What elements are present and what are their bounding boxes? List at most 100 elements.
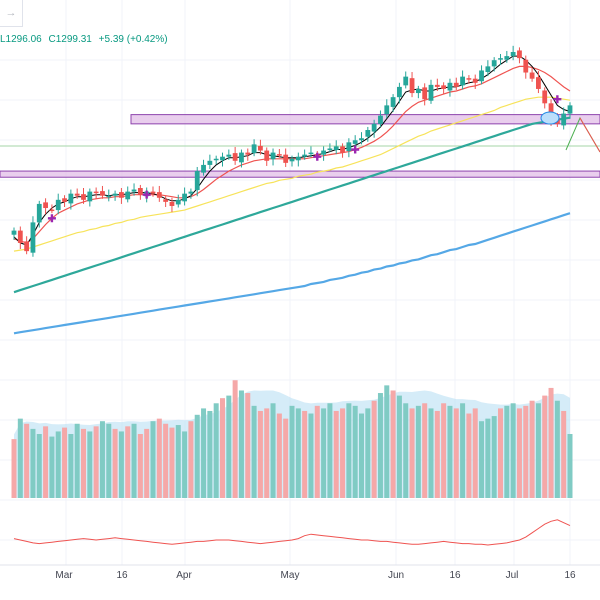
x-tick-label: Jun bbox=[388, 570, 404, 581]
candle-body bbox=[175, 199, 181, 205]
volume-bar bbox=[365, 408, 371, 498]
x-tick-label: Mar bbox=[55, 570, 73, 581]
candle-body bbox=[302, 154, 308, 157]
volume-bar bbox=[510, 403, 516, 498]
candle-body bbox=[74, 193, 80, 196]
candle-body bbox=[68, 193, 74, 204]
candle-body bbox=[460, 76, 465, 86]
volume-bar bbox=[409, 408, 415, 498]
candle-body bbox=[30, 222, 36, 253]
highlight-ellipse bbox=[540, 111, 560, 125]
volume-bar bbox=[327, 403, 333, 498]
volume-bar bbox=[245, 393, 251, 498]
ohlc-legend: L1296.06 C1299.31 +5.39 (+0.42%) bbox=[0, 34, 172, 45]
candle-body bbox=[479, 70, 484, 82]
candle-body bbox=[55, 199, 61, 211]
candle-body bbox=[81, 194, 86, 200]
candle-body bbox=[24, 241, 30, 252]
volume-bar bbox=[498, 408, 503, 498]
candle-body bbox=[188, 191, 194, 194]
candle-body bbox=[504, 56, 510, 60]
candle-body bbox=[321, 150, 326, 155]
candle-body bbox=[390, 97, 396, 107]
volume-bar bbox=[144, 428, 150, 498]
volume-bar bbox=[377, 393, 383, 498]
volume-bar bbox=[523, 405, 529, 498]
volume-bar bbox=[68, 434, 74, 498]
volume-bar bbox=[99, 421, 105, 498]
volume-bar bbox=[504, 405, 510, 498]
candle-body bbox=[517, 50, 522, 59]
volume-bar bbox=[485, 418, 491, 498]
candle-body bbox=[365, 130, 371, 137]
volume-bar bbox=[11, 439, 17, 498]
volume-bar bbox=[251, 405, 257, 498]
candle-body bbox=[453, 82, 459, 87]
volume-bar bbox=[308, 413, 314, 498]
candle-body bbox=[498, 58, 503, 60]
volume-bar bbox=[422, 403, 428, 498]
volume-bar bbox=[156, 418, 162, 498]
volume-bar bbox=[472, 408, 478, 498]
candle-body bbox=[340, 146, 345, 153]
arrow-right-icon: → bbox=[5, 7, 17, 19]
volume-bar bbox=[137, 434, 143, 498]
candle-body bbox=[510, 52, 516, 57]
volume-bar bbox=[238, 390, 244, 498]
x-tick-label: 16 bbox=[449, 570, 461, 581]
signal-marker bbox=[142, 190, 151, 199]
candle-body bbox=[258, 145, 263, 151]
candle-body bbox=[213, 158, 219, 161]
candle-body bbox=[87, 191, 93, 202]
candle-body bbox=[428, 84, 434, 101]
volume-bar bbox=[131, 423, 137, 498]
x-tick-label: Jul bbox=[506, 570, 519, 581]
candle-body bbox=[49, 209, 55, 212]
candle-body bbox=[415, 88, 421, 94]
candle-body bbox=[169, 201, 175, 206]
volume-bar bbox=[201, 408, 207, 498]
volume-bar bbox=[43, 426, 49, 498]
candle-body bbox=[182, 193, 187, 202]
volume-bar bbox=[554, 400, 560, 498]
projection-down bbox=[579, 117, 600, 153]
expand-button[interactable]: → bbox=[0, 0, 23, 27]
volume-bar bbox=[390, 390, 396, 498]
candle-body bbox=[327, 148, 333, 150]
volume-bar bbox=[36, 434, 42, 498]
volume-bar bbox=[529, 400, 535, 498]
volume-bar bbox=[257, 410, 263, 498]
legend-low: L1296.06 bbox=[0, 34, 42, 45]
volume-bar bbox=[62, 427, 68, 498]
candle-body bbox=[226, 154, 232, 157]
volume-bar bbox=[491, 416, 497, 498]
volume-bar bbox=[346, 403, 352, 498]
ma-mid-line bbox=[13, 65, 571, 244]
volume-bar bbox=[194, 414, 200, 498]
candle-body bbox=[150, 191, 156, 194]
candle-body bbox=[100, 191, 105, 196]
candle-body bbox=[472, 78, 478, 83]
volume-bar bbox=[125, 426, 131, 498]
candle-body bbox=[409, 78, 415, 94]
candle-body bbox=[536, 77, 541, 89]
volume-bar bbox=[403, 403, 409, 498]
ma-100-line bbox=[13, 116, 571, 294]
volume-bar bbox=[542, 395, 548, 498]
candle-body bbox=[295, 156, 301, 161]
volume-bar bbox=[453, 408, 459, 498]
volume-bar bbox=[441, 403, 447, 498]
volume-bar bbox=[49, 436, 55, 498]
volume-bar bbox=[321, 408, 327, 498]
candle-body bbox=[276, 154, 282, 156]
ma-200-line bbox=[13, 212, 571, 335]
candle-body bbox=[283, 154, 289, 163]
candle-body bbox=[36, 203, 42, 223]
x-tick-label: 16 bbox=[116, 570, 128, 581]
candle-body bbox=[93, 191, 99, 194]
support-zone bbox=[0, 170, 600, 178]
legend-change: +5.39 (+0.42%) bbox=[98, 34, 168, 45]
volume-bar bbox=[314, 405, 320, 498]
candle-body bbox=[561, 113, 567, 126]
